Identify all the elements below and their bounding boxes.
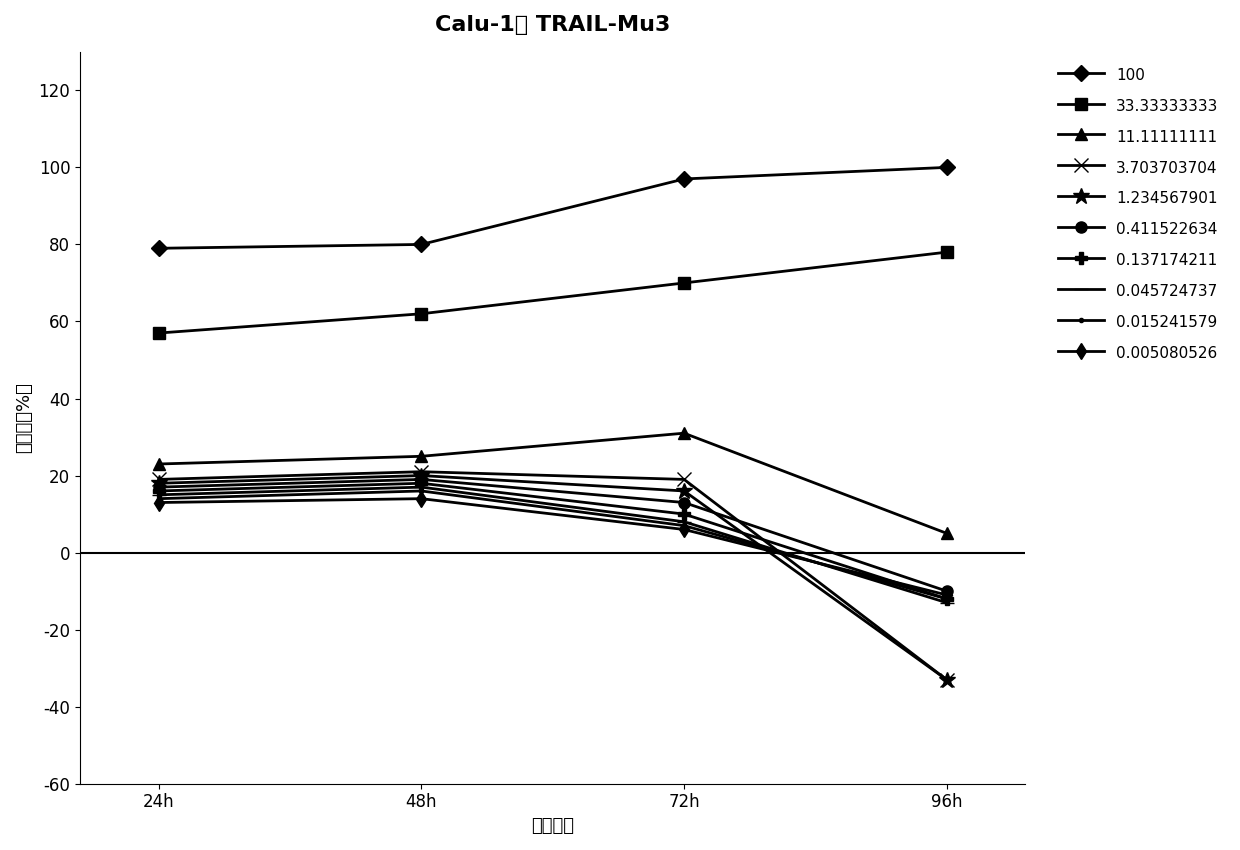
0.005080526 <box>414 494 429 504</box>
0.045724737 <box>939 598 954 608</box>
1.234567901 <box>677 486 692 496</box>
0.137174211 <box>414 479 429 489</box>
100 <box>677 174 692 184</box>
X-axis label: 作用时间: 作用时间 <box>531 817 574 835</box>
Line: 1.234567901: 1.234567901 <box>150 468 955 688</box>
0.137174211 <box>151 486 166 496</box>
Line: 3.703703704: 3.703703704 <box>151 465 954 687</box>
1.234567901 <box>414 470 429 480</box>
Legend: 100, 33.33333333, 11.11111111, 3.703703704, 1.234567901, 0.411522634, 0.13717421: 100, 33.33333333, 11.11111111, 3.7037037… <box>1052 60 1225 368</box>
1.234567901 <box>151 479 166 489</box>
Line: 0.411522634: 0.411522634 <box>154 473 952 597</box>
3.703703704 <box>677 474 692 484</box>
0.137174211 <box>939 593 954 604</box>
Line: 100: 100 <box>154 162 952 254</box>
0.045724737 <box>414 482 429 492</box>
0.411522634 <box>677 497 692 507</box>
0.137174211 <box>677 509 692 519</box>
0.015241579 <box>151 494 166 504</box>
11.11111111 <box>939 528 954 538</box>
0.411522634 <box>414 474 429 484</box>
3.703703704 <box>414 467 429 477</box>
Line: 0.015241579: 0.015241579 <box>155 487 951 603</box>
0.411522634 <box>151 482 166 492</box>
11.11111111 <box>151 459 166 469</box>
0.015241579 <box>414 486 429 496</box>
Title: Calu-1： TRAIL-Mu3: Calu-1： TRAIL-Mu3 <box>435 15 671 35</box>
Line: 0.005080526: 0.005080526 <box>154 493 952 601</box>
0.005080526 <box>939 590 954 600</box>
0.005080526 <box>677 524 692 535</box>
100 <box>151 243 166 253</box>
Line: 0.137174211: 0.137174211 <box>154 478 952 604</box>
11.11111111 <box>414 451 429 462</box>
100 <box>414 240 429 250</box>
Y-axis label: 抑制率（%）: 抑制率（%） <box>15 382 33 453</box>
3.703703704 <box>939 675 954 685</box>
0.005080526 <box>151 497 166 507</box>
33.33333333 <box>939 247 954 258</box>
Line: 11.11111111: 11.11111111 <box>154 428 952 539</box>
0.015241579 <box>939 593 954 604</box>
0.015241579 <box>677 520 692 530</box>
11.11111111 <box>677 428 692 439</box>
Line: 0.045724737: 0.045724737 <box>151 480 954 609</box>
Line: 33.33333333: 33.33333333 <box>154 246 952 338</box>
100 <box>939 162 954 173</box>
3.703703704 <box>151 474 166 484</box>
0.045724737 <box>151 490 166 500</box>
0.411522634 <box>939 586 954 596</box>
0.045724737 <box>677 517 692 527</box>
33.33333333 <box>677 278 692 288</box>
33.33333333 <box>151 328 166 338</box>
1.234567901 <box>939 675 954 685</box>
33.33333333 <box>414 309 429 319</box>
